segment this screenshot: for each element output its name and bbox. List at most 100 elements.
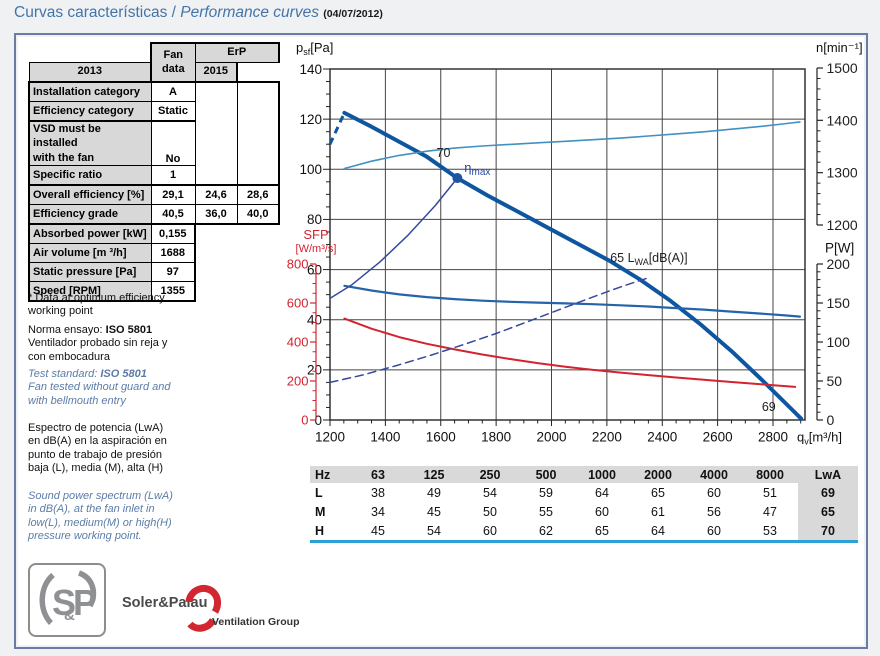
secondary-axis	[310, 263, 317, 421]
fan-row-value: 97	[150, 261, 196, 282]
fan-row-label: Overall efficiency [%]	[28, 183, 152, 205]
secondary-tick-label: 1200	[827, 217, 858, 233]
flow-tick-label: 1800	[481, 430, 511, 445]
sound-spectrum-table: Hz 63 125 250 500 1000 2000 4000 8000 LwA L 38 49 54 5…	[310, 466, 858, 543]
secondary-axis	[816, 67, 823, 226]
lwa-low-label: 69	[762, 400, 776, 414]
secondary-tick-label: 150	[827, 295, 851, 311]
secondary-tick-label: 1400	[827, 112, 858, 128]
spectrum-value: 54	[483, 485, 497, 500]
chart-grid	[330, 69, 805, 420]
fan-row-value: 1355	[150, 280, 196, 302]
spectrum-col-header: LwA	[798, 466, 858, 483]
speed-curve	[343, 121, 801, 170]
title-spanish: Curvas características /	[14, 4, 176, 21]
secondary-tick-label: 200	[827, 256, 851, 272]
note-test-standard-en: Test standard: ISO 5801 Fan tested witho…	[28, 367, 171, 407]
flow-tick-label: 2600	[703, 430, 733, 445]
secondary-axis	[816, 263, 823, 421]
spectrum-value: 45	[371, 523, 385, 538]
axis-title: psf[Pa]	[296, 40, 333, 57]
pressure-tick-label: 100	[299, 162, 322, 177]
ventilation-group-label: Ventilation Group	[212, 616, 300, 628]
fan-table-corner	[29, 43, 151, 63]
spectrum-value: 60	[707, 523, 721, 538]
spectrum-value: 60	[595, 504, 609, 519]
spectrum-row-label: H	[315, 523, 325, 538]
spectrum-value: 55	[539, 504, 553, 519]
flow-tick-label: 2800	[758, 430, 788, 445]
power-curve	[343, 284, 802, 318]
spectrum-value: 59	[539, 485, 553, 500]
sp-logo-right-arc	[77, 570, 97, 608]
spectrum-value: 50	[483, 504, 497, 519]
erp-2013-value: 36,0	[194, 203, 238, 225]
sp-logo-ampersand: &	[64, 607, 75, 624]
sfp-curve	[343, 317, 797, 388]
fan-row-value: 29,1	[150, 183, 196, 205]
erp-2013-value: 24,6	[194, 183, 238, 205]
secondary-tick-label: 800	[287, 257, 309, 272]
secondary-tick-label: 50	[827, 373, 843, 389]
spectrum-col-header: 2000	[630, 466, 686, 483]
sp-logo-left-arc	[39, 572, 55, 625]
spectrum-value: 54	[427, 523, 441, 538]
flow-tick-label: 1400	[370, 430, 400, 445]
erp-header: ErP	[194, 42, 280, 63]
flow-tick-label: 1200	[315, 430, 345, 445]
pressure-tick-label: 60	[307, 262, 322, 277]
fan-row-value: Static	[150, 101, 196, 122]
secondary-tick-label: 0	[827, 412, 835, 428]
spectrum-col-header: Hz	[310, 466, 350, 483]
erp-2015-value: 40,0	[236, 203, 280, 225]
bep-point	[452, 173, 463, 184]
fan-row-value: A	[150, 81, 196, 102]
spectrum-value: 61	[651, 504, 665, 519]
fan-row-value: 40,5	[150, 203, 196, 225]
lwa-medium-label: 65 LWA[dB(A)]	[610, 251, 687, 267]
axis-title: qv[m³/h]	[797, 430, 842, 447]
spectrum-value: 62	[539, 523, 553, 538]
fan-row-label: Efficiency grade	[28, 203, 152, 225]
secondary-tick-label: 100	[827, 334, 851, 350]
erp-2015-value: 28,6	[236, 183, 280, 205]
flow-tick-label: 2000	[536, 430, 566, 445]
fan-row-value: No	[150, 119, 196, 166]
pressure-tick-label: 20	[307, 363, 322, 378]
fan-row-label: Absorbed power [kW]	[28, 222, 152, 244]
spectrum-value: 64	[595, 485, 609, 500]
flow-tick-label: 1600	[426, 430, 456, 445]
spectrum-value: 64	[651, 523, 665, 538]
spectrum-row-label: L	[315, 485, 323, 500]
flow-tick-label: 2400	[647, 430, 677, 445]
bep-line	[329, 177, 459, 300]
spectrum-lwa-value: 65	[798, 502, 858, 521]
static-pressure-curve-lead	[328, 112, 346, 145]
spectrum-value: 60	[483, 523, 497, 538]
flow-axis	[329, 420, 802, 426]
flow-tick-label: 2200	[592, 430, 622, 445]
speed-axis-title: n[min⁻¹]	[816, 40, 863, 55]
power-axis-title: P[W]	[825, 241, 854, 256]
spectrum-col-header: 8000	[742, 466, 798, 483]
spectrum-col-header: 1000	[574, 466, 630, 483]
spectrum-value: 65	[651, 485, 665, 500]
spectrum-col-header: 250	[462, 466, 518, 483]
spectrum-col-header: 125	[406, 466, 462, 483]
fan-row-label: Specific ratio	[28, 164, 152, 186]
fan-row-label: Air volume [m ³/h]	[28, 242, 152, 263]
sp-logo-letter-p: P	[73, 582, 97, 623]
static-pressure-curve	[342, 110, 804, 421]
sfp-axis-unit: [W/m³/s]	[296, 243, 337, 255]
secondary-tick-label: 400	[287, 335, 309, 350]
spectrum-col-header: 500	[518, 466, 574, 483]
erp-year-2013: 2013	[28, 62, 152, 83]
system-parabola	[329, 277, 648, 384]
spectrum-value: 45	[427, 504, 441, 519]
spectrum-value: 60	[707, 485, 721, 500]
pressure-tick-label: 140	[299, 62, 322, 77]
eta-max-label: ηmax	[464, 160, 490, 178]
secondary-tick-label: 1500	[827, 60, 858, 76]
erp-year-2015: 2015	[194, 62, 238, 83]
